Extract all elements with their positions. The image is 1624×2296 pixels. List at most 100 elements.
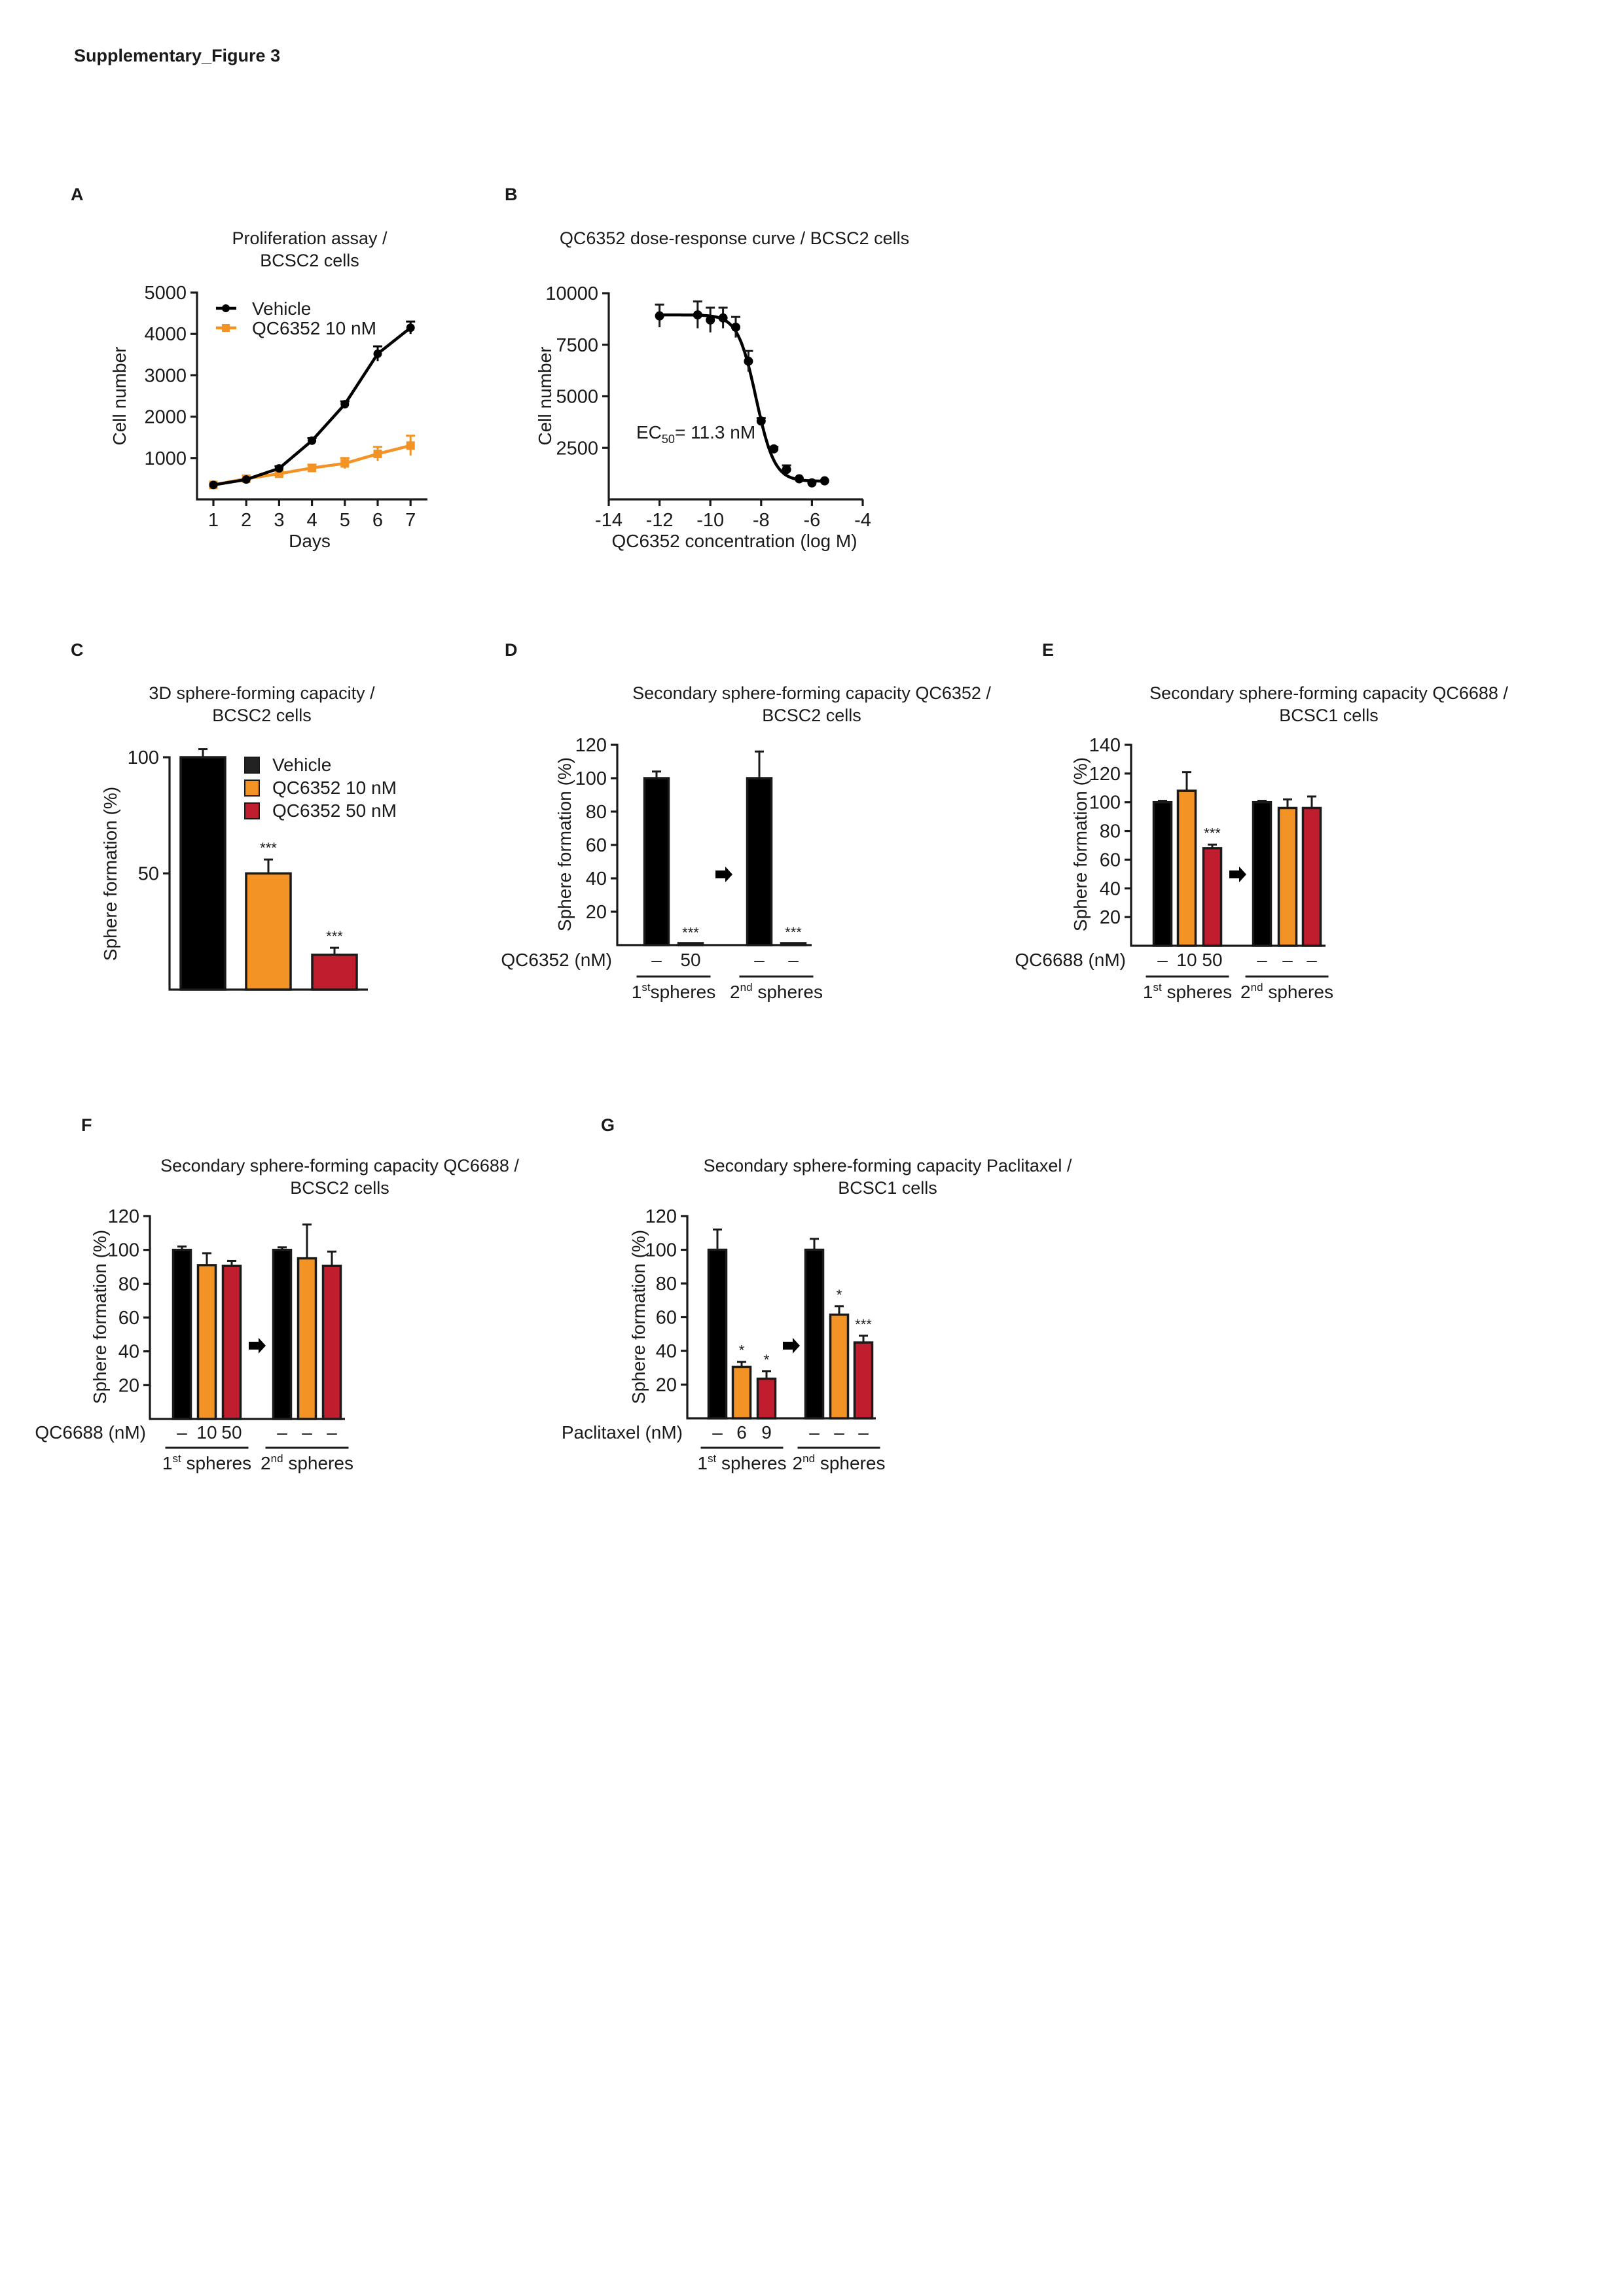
data-point [769,444,779,454]
legend-swatch [244,780,260,797]
x-tick-label: 2 [241,510,251,531]
bar-group: *** 50 [1202,825,1222,970]
bar-group: *– [829,1287,850,1443]
group-superscript: nd [803,1452,815,1465]
y-tick-label: 60 [118,1308,139,1329]
y-tick-label: 100 [645,1240,677,1261]
chart-title: Secondary sphere-forming capacity QC6688… [1149,683,1508,703]
significance-label: * [837,1287,842,1303]
group-text: spheres [1263,982,1333,1002]
y-tick-label: 40 [118,1342,139,1363]
y-tick-label: 2000 [144,407,187,428]
treatment-label: – [834,1422,844,1443]
treatment-label: 9 [761,1422,772,1443]
bar [1152,800,1173,947]
y-tick-label: 120 [575,735,607,756]
x-tick-label: -12 [646,510,674,531]
bar [1301,806,1322,947]
y-tick-label: 140 [1089,735,1121,756]
group-number: 1 [697,1453,708,1473]
treatment-label: – [712,1422,723,1443]
y-tick-label: 60 [586,835,607,856]
bar-group: – [1252,800,1272,970]
treatment-axis-label: QC6688 (nM) [1015,950,1126,970]
y-axis-label: Sphere formation (%) [1070,757,1091,931]
panel-letter: B [505,185,518,204]
y-axis-label: Sphere formation (%) [90,1230,110,1404]
bar [179,756,226,991]
bar-group: *** – [853,1316,874,1443]
data-point [731,322,740,332]
group-text: spheres [1162,982,1232,1002]
treatment-label: – [788,950,799,970]
chart-title: BCSC2 cells [260,251,359,270]
bar [1277,806,1298,947]
treatment-label: – [277,1422,287,1443]
ec50-prefix: EC [636,422,662,442]
data-point [807,478,817,488]
x-tick-label: -6 [804,510,821,531]
bar-group: *** [311,928,358,991]
x-tick-label: -10 [696,510,724,531]
legend-swatch [244,802,260,819]
chart-title: BCSC1 cells [1279,706,1379,725]
treatment-label: 10 [1176,950,1197,970]
y-tick-label: 2500 [556,438,598,459]
treatment-label: – [1307,950,1317,970]
y-tick-label: 40 [1100,878,1121,899]
group-number: 1 [162,1453,173,1473]
group-superscript: nd [271,1452,283,1465]
y-tick-label: 20 [586,902,607,923]
y-tick-label: 40 [656,1341,677,1362]
y-axis-label: Cell number [109,347,130,446]
bar-group: – [746,750,773,970]
y-tick-label: 5000 [144,283,187,304]
x-tick-label: -14 [595,510,623,531]
group-text: spheres [181,1453,251,1473]
bar [297,1257,317,1420]
legend-label: QC6352 10 nM [252,318,376,338]
significance-label: *** [855,1316,872,1333]
significance-label: *** [1204,825,1221,841]
bar [707,1248,728,1420]
y-tick-label: 40 [586,869,607,889]
panel-letter: G [601,1115,615,1135]
y-tick-label: 100 [128,747,159,768]
data-point [373,350,382,359]
group-superscript: st [1153,981,1162,994]
arrow-right-icon [715,867,732,882]
significance-label: * [764,1352,770,1368]
x-tick-label: 1 [208,510,219,531]
chart-title: Secondary sphere-forming capacity Paclit… [704,1156,1072,1175]
bar [171,1248,192,1420]
data-point [209,480,218,490]
y-axis-label: Cell number [535,347,555,446]
treatment-label: – [1157,950,1168,970]
y-tick-label: 60 [656,1308,677,1329]
y-tick-label: 4000 [144,324,187,345]
y-tick-label: 50 [138,864,159,885]
chart-title: BCSC2 cells [762,706,861,725]
x-tick-label: 7 [405,510,416,531]
treatment-label: 50 [680,950,700,970]
arrow-right-icon [249,1338,266,1354]
data-point [693,310,702,320]
data-point [340,459,350,468]
significance-label: *** [326,928,343,944]
bar [1202,847,1223,947]
y-axis-label: Sphere formation (%) [554,757,575,931]
group-label: 2nd spheres [261,1452,353,1473]
group-label: 2nd spheres [730,981,823,1002]
series-vehicle [209,320,416,490]
group-text: spheres [716,1453,786,1473]
bar [1252,800,1272,947]
bar-group: *** 50 [677,925,704,970]
y-tick-label: 20 [656,1375,677,1396]
treatment-axis-label: Paclitaxel (nM) [562,1422,683,1443]
bar [245,872,292,991]
panel-b: B QC6352 dose-response curve / BCSC2 cell… [505,185,909,551]
legend-swatch [244,757,260,774]
bar [780,942,807,946]
group-number: 2 [730,982,740,1002]
